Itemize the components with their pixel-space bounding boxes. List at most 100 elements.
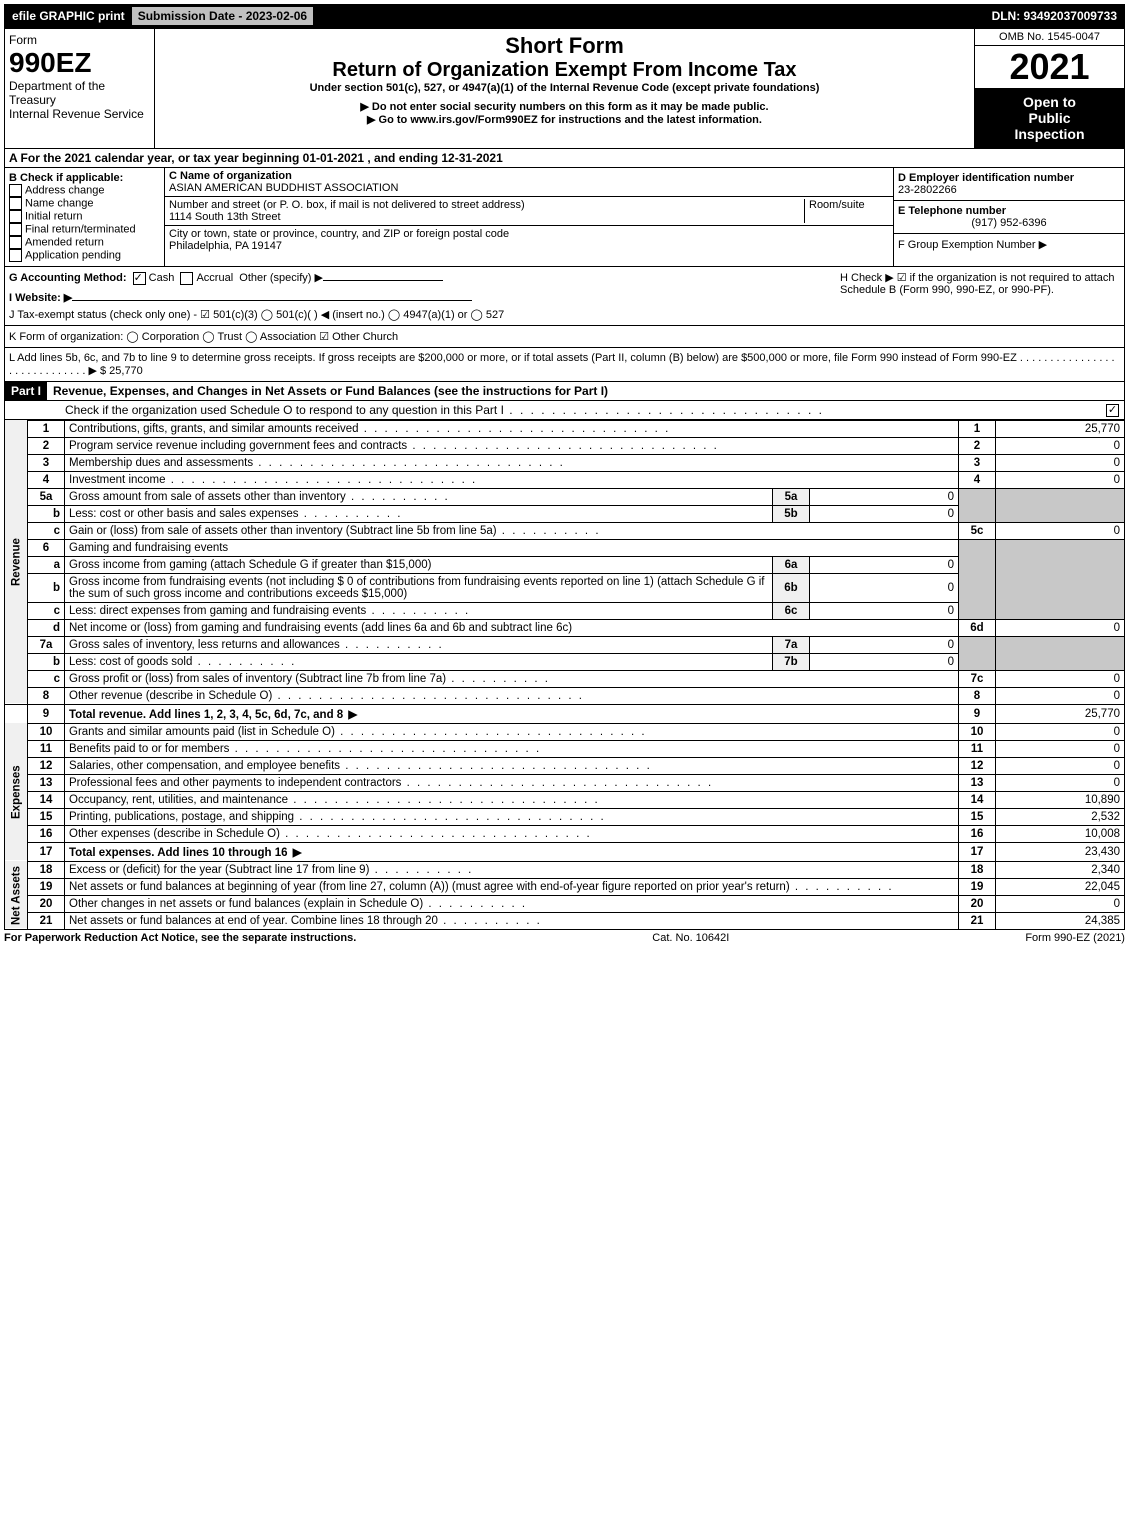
checkbox-address-change[interactable] [9, 184, 22, 197]
accounting-label: G Accounting Method: [9, 272, 127, 284]
ein-label: D Employer identification number [898, 172, 1120, 184]
line-6d-text: Net income or (loss) from gaming and fun… [65, 619, 959, 636]
line-13-text: Professional fees and other payments to … [65, 774, 959, 791]
line-6b-amt: 0 [810, 573, 959, 602]
line-12-amt: 0 [996, 757, 1125, 774]
line-6c-text: Less: direct expenses from gaming and fu… [65, 602, 773, 619]
org-name-label: C Name of organization [169, 170, 889, 182]
line-12-text: Salaries, other compensation, and employ… [65, 757, 959, 774]
line-18-amt: 2,340 [996, 861, 1125, 878]
footer-center: Cat. No. 10642I [652, 932, 729, 944]
line-15-amt: 2,532 [996, 808, 1125, 825]
checkbox-amended-return[interactable] [9, 236, 22, 249]
section-def: D Employer identification number 23-2802… [894, 168, 1124, 266]
line-9-text: Total revenue. Add lines 1, 2, 3, 4, 5c,… [65, 704, 959, 723]
section-h: H Check ▶ ☑ if the organization is not r… [840, 271, 1120, 296]
city-label: City or town, state or province, country… [169, 228, 889, 240]
line-13-amt: 0 [996, 774, 1125, 791]
line-2-amt: 0 [996, 437, 1125, 454]
footer-left: For Paperwork Reduction Act Notice, see … [4, 932, 356, 944]
line-1-num: 1 [959, 420, 996, 437]
section-k: K Form of organization: ◯ Corporation ◯ … [4, 326, 1125, 348]
checkbox-application-pending[interactable] [9, 249, 22, 262]
tax-exempt-status: J Tax-exempt status (check only one) - ☑… [9, 308, 1120, 321]
page-footer: For Paperwork Reduction Act Notice, see … [4, 930, 1125, 946]
line-3-text: Membership dues and assessments [65, 454, 959, 471]
website-label: I Website: ▶ [9, 292, 72, 304]
line-17-text: Total expenses. Add lines 10 through 16 [65, 842, 959, 861]
line-11-text: Benefits paid to or for members [65, 740, 959, 757]
line-16-text: Other expenses (describe in Schedule O) [65, 825, 959, 842]
checkbox-accrual[interactable] [180, 272, 193, 285]
line-19-text: Net assets or fund balances at beginning… [65, 878, 959, 895]
line-6d-amt: 0 [996, 619, 1125, 636]
line-17-amt: 23,430 [996, 842, 1125, 861]
ssn-note: ▶ Do not enter social security numbers o… [159, 100, 970, 113]
line-3-amt: 0 [996, 454, 1125, 471]
line-6-text: Gaming and fundraising events [65, 539, 959, 556]
form-label: Form [9, 33, 150, 47]
revenue-vlabel: Revenue [5, 420, 28, 704]
line-10-text: Grants and similar amounts paid (list in… [65, 723, 959, 740]
line-20-amt: 0 [996, 895, 1125, 912]
line-18-text: Excess or (deficit) for the year (Subtra… [65, 861, 959, 878]
section-a: A For the 2021 calendar year, or tax yea… [4, 149, 1125, 168]
section-g-h-i-j: G Accounting Method: Cash Accrual Other … [4, 267, 1125, 326]
subtitle: Under section 501(c), 527, or 4947(a)(1)… [159, 82, 970, 94]
part1-label: Part I [5, 382, 47, 400]
netassets-vlabel: Net Assets [5, 861, 28, 929]
line-10-amt: 0 [996, 723, 1125, 740]
telephone: (917) 952-6396 [898, 217, 1120, 229]
part1-title: Revenue, Expenses, and Changes in Net As… [47, 382, 1124, 400]
info-grid: B Check if applicable: Address change Na… [4, 168, 1125, 267]
section-b-label: B Check if applicable: [9, 172, 160, 184]
top-bar: efile GRAPHIC print Submission Date - 20… [4, 4, 1125, 28]
line-7a-amt: 0 [810, 636, 959, 653]
line-5c-text: Gain or (loss) from sale of assets other… [65, 522, 959, 539]
line-2-text: Program service revenue including govern… [65, 437, 959, 454]
irs-label: Internal Revenue Service [9, 107, 150, 121]
section-l: L Add lines 5b, 6c, and 7b to line 9 to … [4, 348, 1125, 382]
line-6a-text: Gross income from gaming (attach Schedul… [65, 556, 773, 573]
checkbox-name-change[interactable] [9, 197, 22, 210]
line-6a-amt: 0 [810, 556, 959, 573]
checkbox-final-return[interactable] [9, 223, 22, 236]
line-19-amt: 22,045 [996, 878, 1125, 895]
line-7c-amt: 0 [996, 670, 1125, 687]
line-8-amt: 0 [996, 687, 1125, 704]
efile-label[interactable]: efile GRAPHIC print [6, 7, 131, 25]
ein: 23-2802266 [898, 184, 1120, 196]
checkbox-cash[interactable] [133, 272, 146, 285]
section-c: C Name of organization ASIAN AMERICAN BU… [165, 168, 894, 266]
line-8-text: Other revenue (describe in Schedule O) [65, 687, 959, 704]
footer-right: Form 990-EZ (2021) [1025, 932, 1125, 944]
line-1-text: Contributions, gifts, grants, and simila… [65, 420, 959, 437]
open-public-badge: Open to Public Inspection [975, 88, 1124, 148]
line-5c-amt: 0 [996, 522, 1125, 539]
line-21-text: Net assets or fund balances at end of ye… [65, 912, 959, 929]
expenses-vlabel: Expenses [5, 723, 28, 861]
line-15-text: Printing, publications, postage, and shi… [65, 808, 959, 825]
form-number: 990EZ [9, 47, 150, 79]
line-14-text: Occupancy, rent, utilities, and maintena… [65, 791, 959, 808]
line-1-no: 1 [28, 420, 65, 437]
city: Philadelphia, PA 19147 [169, 240, 889, 252]
dept-label: Department of the Treasury [9, 79, 150, 107]
lines-table: Revenue 1 Contributions, gifts, grants, … [4, 420, 1125, 930]
line-14-amt: 10,890 [996, 791, 1125, 808]
line-16-amt: 10,008 [996, 825, 1125, 842]
dln: DLN: 93492037009733 [986, 7, 1123, 25]
line-4-text: Investment income [65, 471, 959, 488]
line-7c-text: Gross profit or (loss) from sales of inv… [65, 670, 959, 687]
line-7b-text: Less: cost of goods sold [65, 653, 773, 670]
line-5b-amt: 0 [810, 505, 959, 522]
short-form-title: Short Form [159, 33, 970, 59]
goto-note[interactable]: ▶ Go to www.irs.gov/Form990EZ for instru… [159, 113, 970, 126]
street: 1114 South 13th Street [169, 211, 804, 223]
line-5a-amt: 0 [810, 488, 959, 505]
street-label: Number and street (or P. O. box, if mail… [169, 199, 804, 211]
line-5b-text: Less: cost or other basis and sales expe… [65, 505, 773, 522]
checkbox-initial-return[interactable] [9, 210, 22, 223]
checkbox-schedule-o[interactable] [1106, 404, 1119, 417]
line-1-amt: 25,770 [996, 420, 1125, 437]
